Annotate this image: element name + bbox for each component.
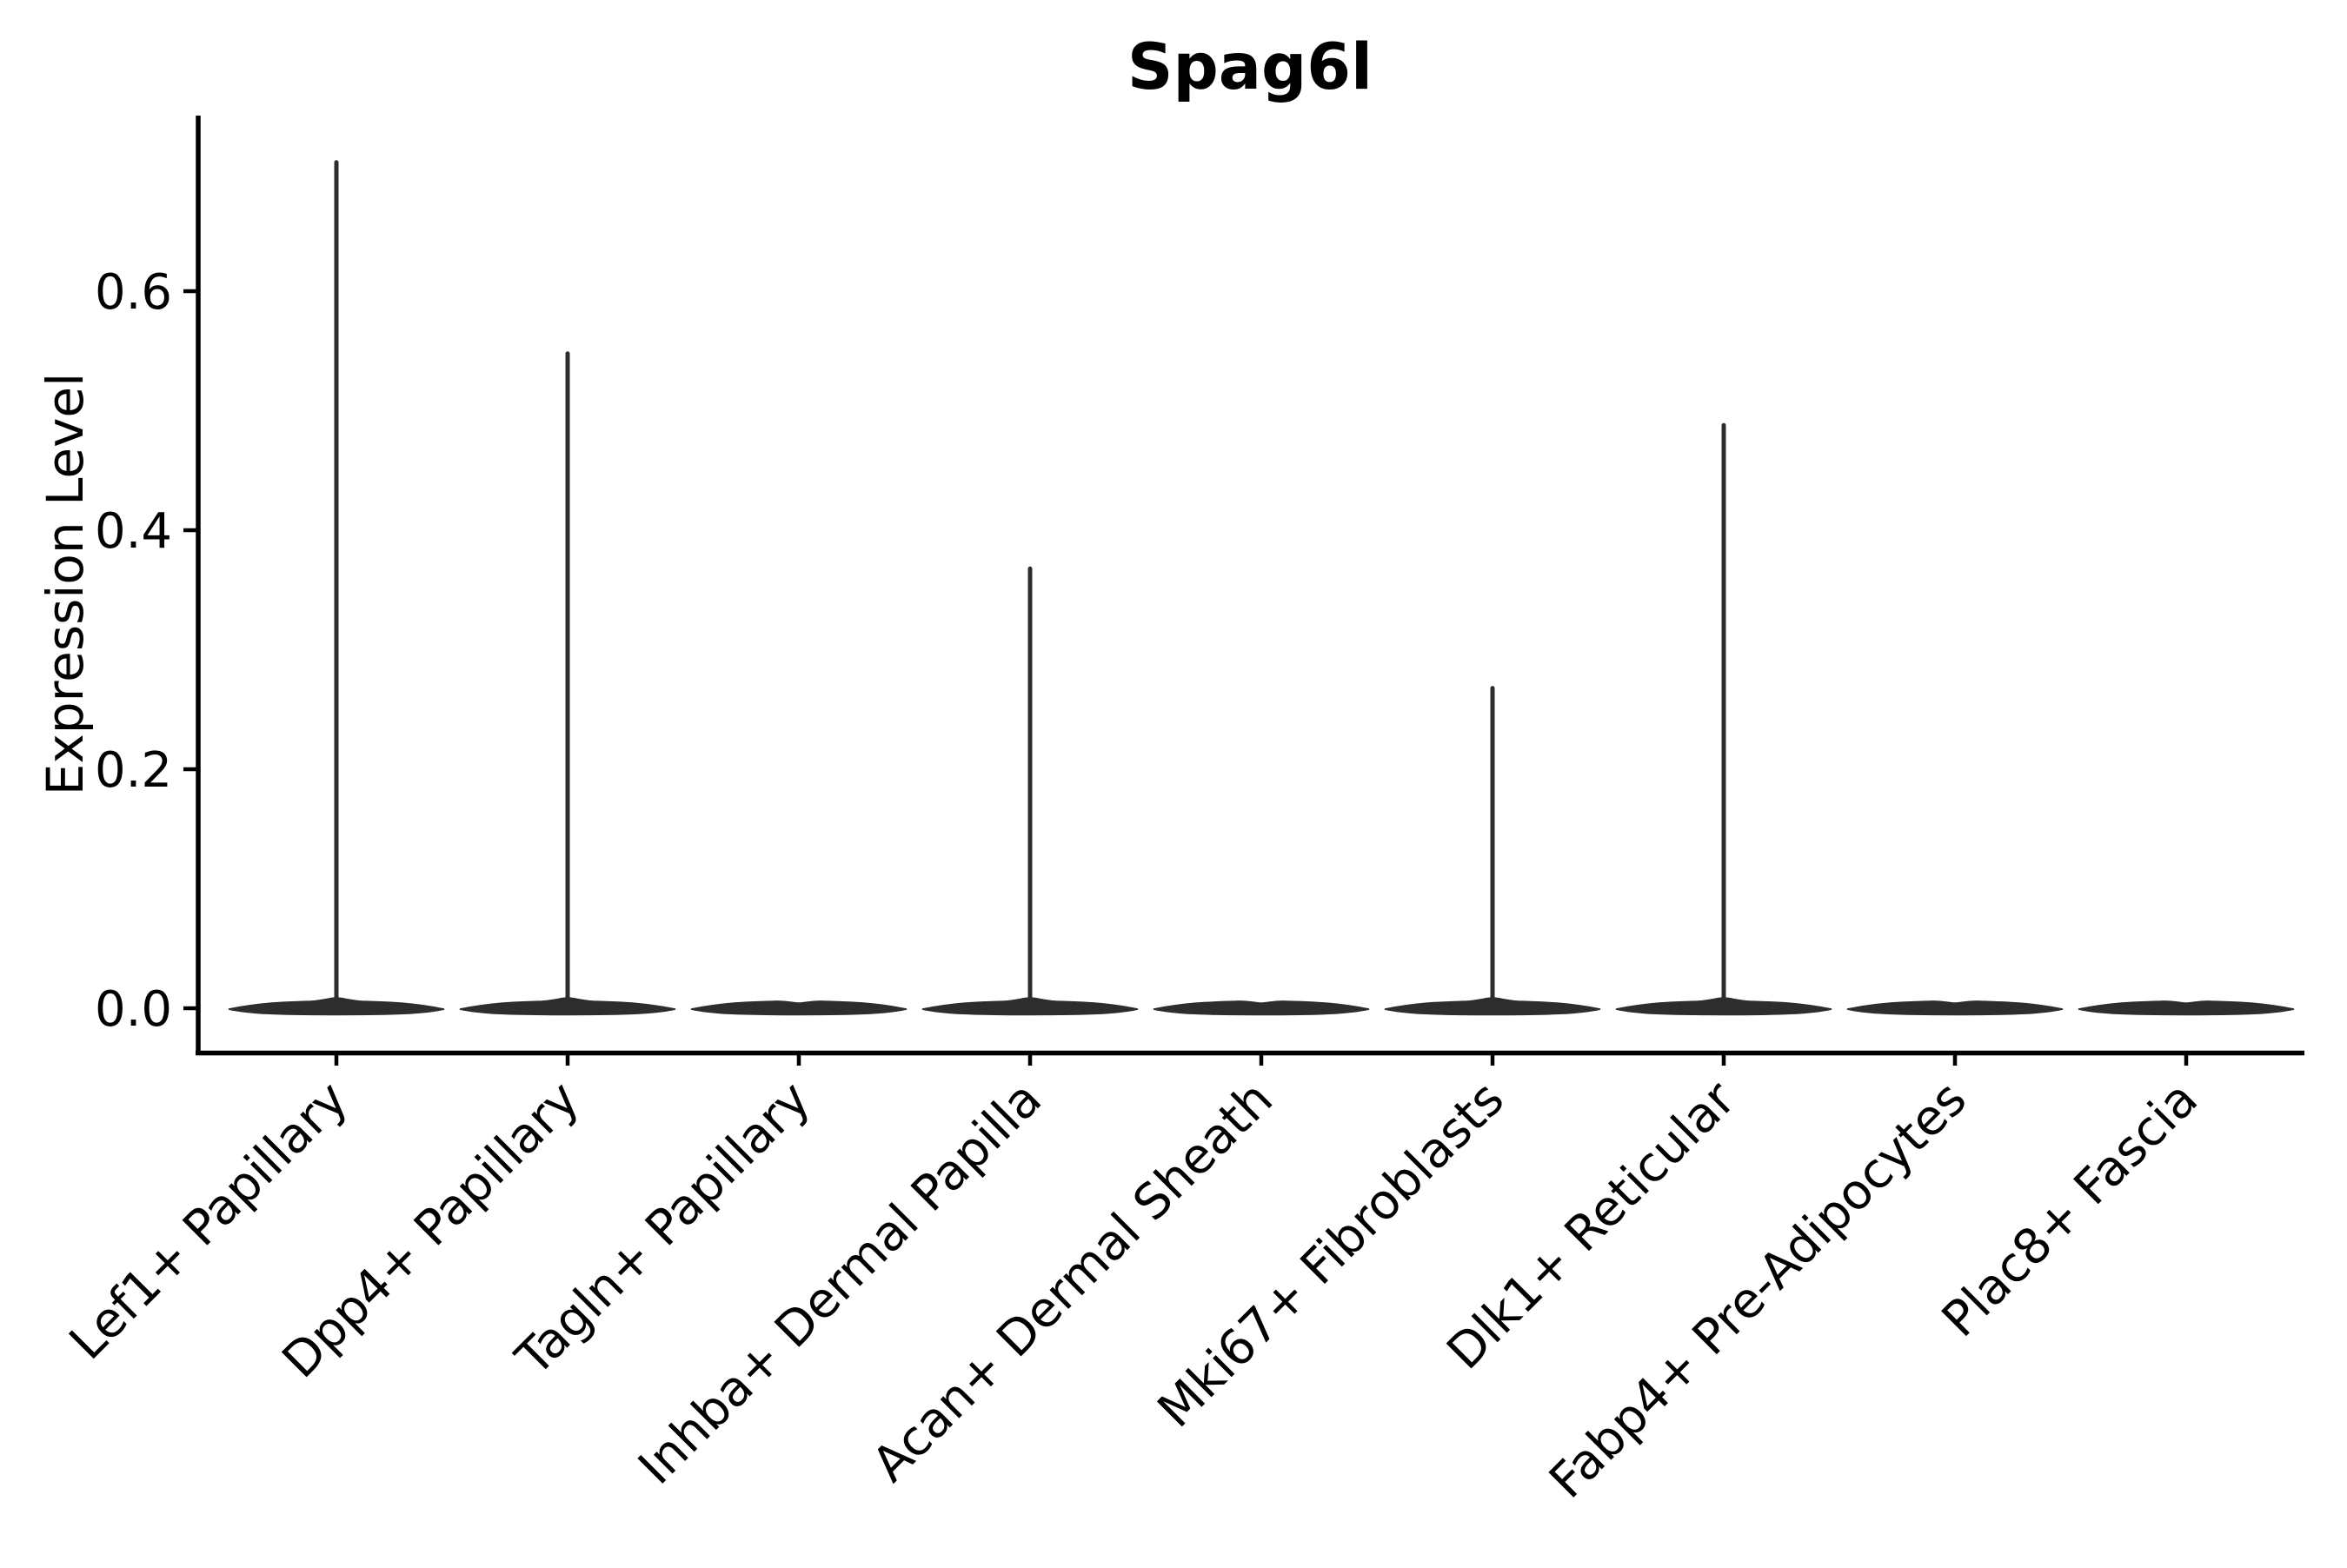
violin-body [690, 1000, 908, 1016]
violin-body [1846, 1000, 2064, 1016]
y-tick-label: 0.2 [95, 742, 172, 799]
violin-body [2078, 1000, 2295, 1016]
x-tick-label: Acan+ Dermal Sheath [861, 1071, 1284, 1493]
violins-layer [228, 160, 2295, 1016]
axes-layer [196, 116, 2304, 1056]
violin-body [1153, 1000, 1370, 1016]
y-tick-label: 0.6 [95, 264, 172, 321]
y-ticks-layer [183, 289, 198, 1011]
y-tick-label: 0.4 [95, 503, 172, 560]
y-tick-labels: 0.0 0.2 0.4 0.6 [95, 264, 172, 1038]
x-tick-label: Fabp4+ Pre-Adipocytes [1539, 1071, 1978, 1510]
chart-title: Spag6l [1127, 30, 1373, 104]
x-ticks-layer [334, 1053, 2189, 1066]
y-tick-label: 0.0 [95, 981, 172, 1038]
y-axis-label: Expression Level [36, 373, 95, 795]
x-tick-label: Inhba+ Dermal Papilla [628, 1071, 1053, 1496]
